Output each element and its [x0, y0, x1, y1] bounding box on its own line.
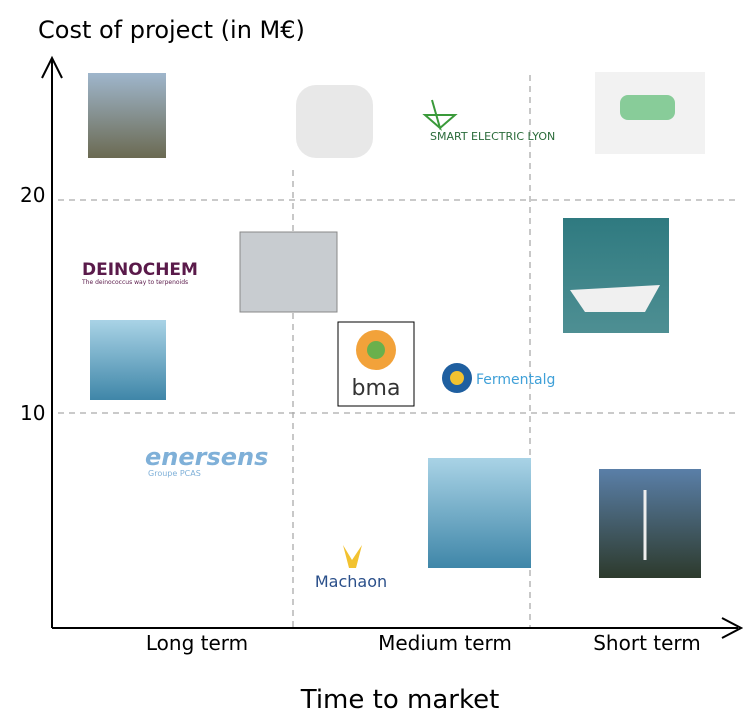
- logo-icon: [450, 371, 464, 385]
- x-title: Time to market: [300, 685, 500, 713]
- y-tick-label: 10: [20, 401, 45, 425]
- sea-photo: [90, 320, 166, 400]
- boat: [570, 285, 660, 312]
- logo-icon: [343, 545, 362, 568]
- car-image: [296, 85, 373, 158]
- x-column-label: Long term: [146, 631, 248, 655]
- logo: Fermentalg: [476, 372, 555, 388]
- logo-icon: [367, 341, 385, 359]
- ev-car: [620, 95, 675, 120]
- boat-photo: [563, 218, 669, 333]
- x-column-label: Short term: [593, 631, 701, 655]
- logo: SMART ELECTRIC LYON: [430, 130, 555, 143]
- y-title: Cost of project (in M€): [38, 16, 305, 44]
- logo-icon: [422, 99, 458, 131]
- y-tick-label: 20: [20, 183, 45, 207]
- x-column-label: Medium term: [378, 631, 512, 655]
- wind-turbine-photo: [599, 469, 701, 578]
- solar-photo: [88, 73, 166, 158]
- logo: enersens: [145, 443, 268, 471]
- water-treatment-photo: [428, 458, 531, 568]
- logo-tagline: The deinococcus way to terpenoids: [81, 279, 188, 286]
- logo: bma: [352, 376, 401, 401]
- arrow: [41, 55, 63, 79]
- arrow: [721, 617, 743, 639]
- container-image: [239, 231, 338, 313]
- logo: DEINOCHEM: [82, 260, 198, 280]
- logo: Machaon: [315, 572, 387, 591]
- logo-group: Groupe PCAS: [148, 469, 201, 478]
